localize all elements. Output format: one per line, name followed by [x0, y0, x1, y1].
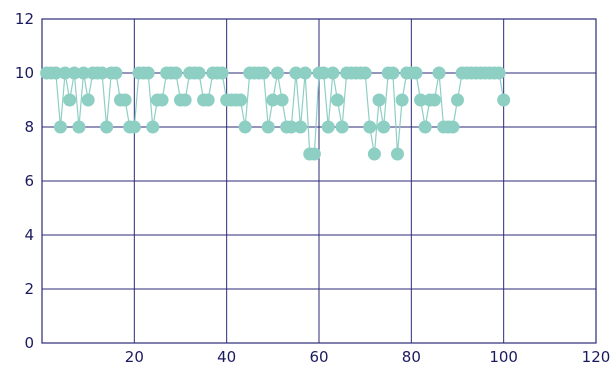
- data-point: [386, 66, 400, 80]
- series-line: [46, 72, 505, 155]
- data-point: [234, 93, 248, 107]
- data-point: [257, 66, 271, 80]
- data-point: [326, 66, 340, 80]
- x-tick-label: 100: [489, 348, 518, 365]
- data-point: [155, 93, 169, 107]
- x-tick-label: 60: [309, 348, 328, 365]
- data-point: [261, 120, 275, 134]
- data-point: [270, 66, 284, 80]
- y-tick-label: 12: [15, 10, 34, 28]
- data-point: [284, 120, 298, 134]
- data-point: [418, 120, 432, 134]
- data-point: [363, 120, 377, 134]
- data-point: [497, 93, 511, 107]
- series-layer: [40, 66, 511, 161]
- data-point: [178, 93, 192, 107]
- data-point: [432, 66, 446, 80]
- x-tick-label: 20: [125, 348, 144, 365]
- data-point: [63, 93, 77, 107]
- data-point: [414, 93, 428, 107]
- data-point: [109, 66, 123, 80]
- data-point: [53, 120, 67, 134]
- data-point: [358, 66, 372, 80]
- data-point: [492, 66, 506, 80]
- data-point: [427, 93, 441, 107]
- data-point: [118, 93, 132, 107]
- data-point: [390, 147, 404, 161]
- data-point: [321, 120, 335, 134]
- data-point: [335, 120, 349, 134]
- y-tick-label: 2: [24, 280, 34, 298]
- data-point: [169, 66, 183, 80]
- data-point: [72, 120, 86, 134]
- data-point: [446, 120, 460, 134]
- data-point: [201, 93, 215, 107]
- data-point: [146, 120, 160, 134]
- data-point: [409, 66, 423, 80]
- data-point: [275, 93, 289, 107]
- data-point: [192, 66, 206, 80]
- data-point: [298, 66, 312, 80]
- data-point: [307, 147, 321, 161]
- data-point: [49, 66, 63, 80]
- data-point: [377, 120, 391, 134]
- data-point: [266, 93, 280, 107]
- y-tick-label: 4: [24, 226, 34, 244]
- y-tick-label: 10: [15, 64, 34, 82]
- data-point: [58, 66, 72, 80]
- data-point: [395, 93, 409, 107]
- y-tick-label: 8: [24, 118, 34, 136]
- data-point: [81, 93, 95, 107]
- x-tick-label: 40: [217, 348, 236, 365]
- data-point: [215, 66, 229, 80]
- axes: [41, 18, 597, 344]
- data-point: [127, 120, 141, 134]
- y-tick-label: 6: [24, 172, 34, 190]
- series: [40, 66, 511, 161]
- data-point: [289, 66, 303, 80]
- data-point: [317, 66, 331, 80]
- data-point: [100, 120, 114, 134]
- x-tick-label: 120: [582, 348, 611, 365]
- data-point: [451, 93, 464, 107]
- plot-frame: [41, 18, 597, 344]
- data-point: [95, 66, 109, 80]
- data-point: [141, 66, 155, 80]
- data-point: [294, 120, 308, 134]
- tick-labels: 0 2 4 6 8 10 12 20 40 60 80 100 120: [15, 10, 610, 365]
- y-tick-label: 0: [24, 334, 34, 352]
- data-point: [77, 66, 91, 80]
- data-point: [330, 93, 344, 107]
- data-point: [67, 66, 81, 80]
- data-point: [367, 147, 381, 161]
- data-point: [238, 120, 252, 134]
- x-tick-label: 80: [402, 348, 421, 365]
- data-point: [372, 93, 386, 107]
